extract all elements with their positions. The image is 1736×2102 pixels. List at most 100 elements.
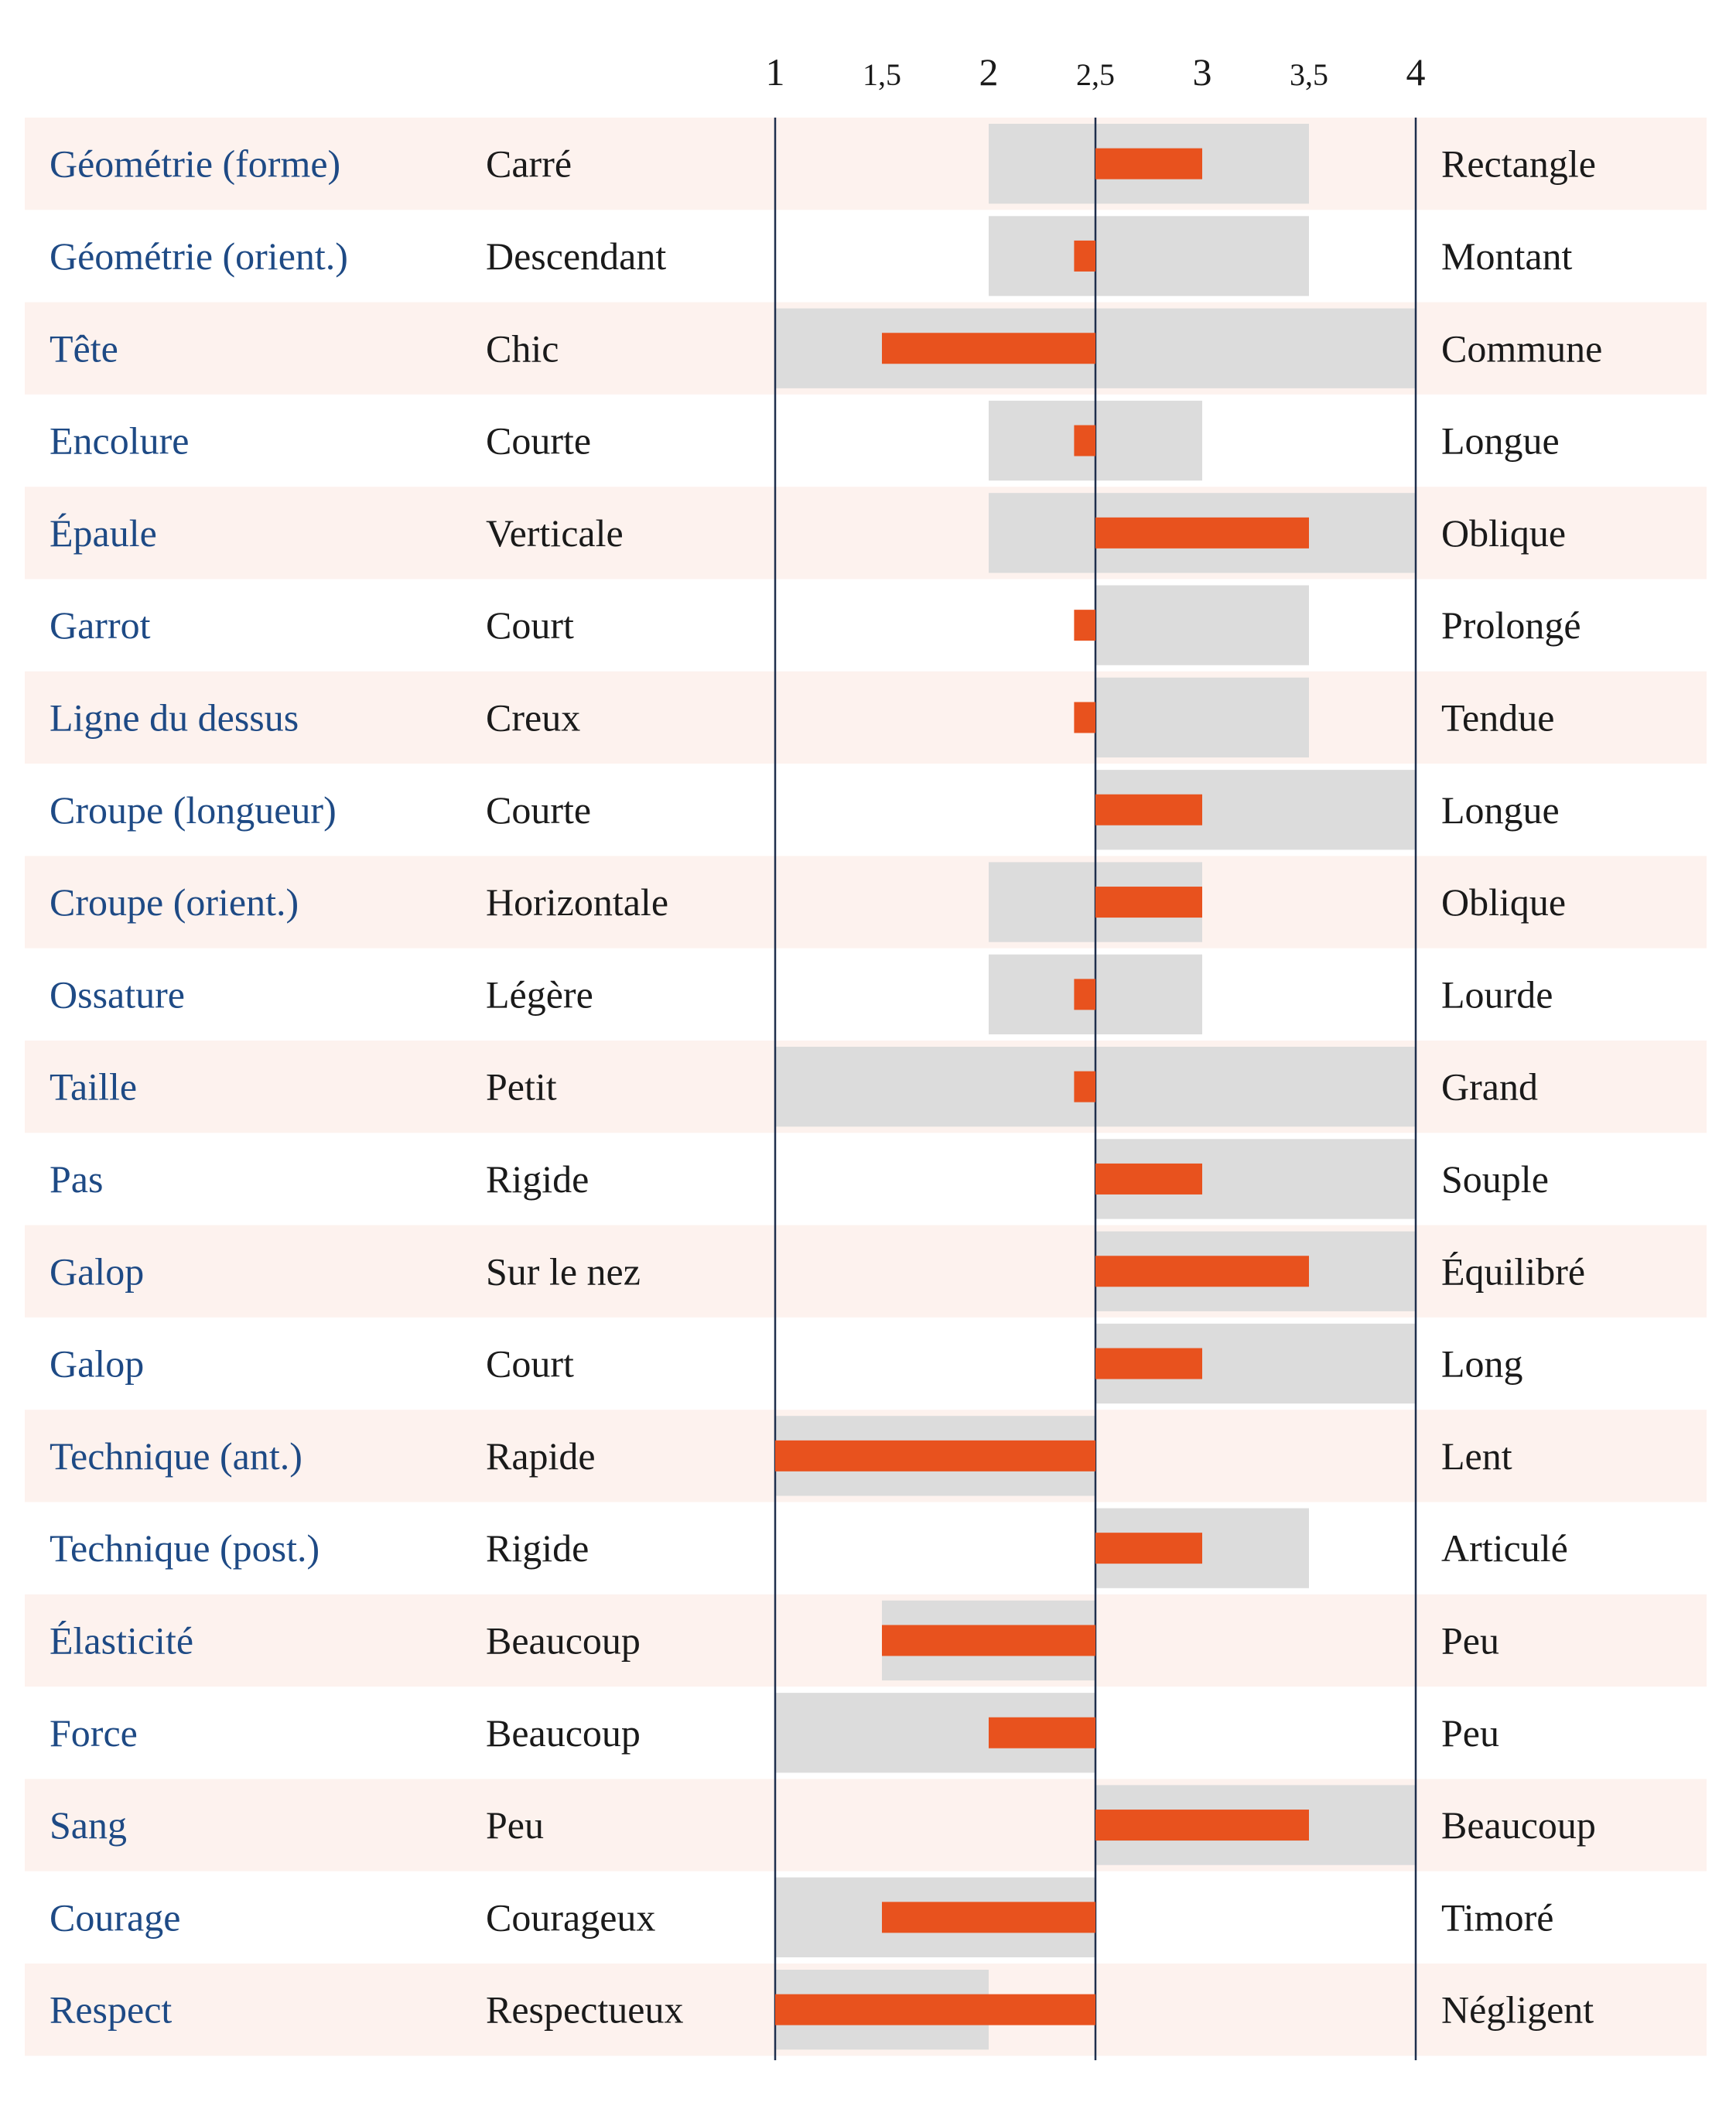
low-pole-label: Respectueux [486,1988,683,2032]
value-bar [1074,702,1095,733]
trait-label: Ligne du dessus [50,696,299,739]
value-bar [1074,240,1095,272]
low-pole-label: Creux [486,696,580,739]
low-pole-label: Rapide [486,1434,596,1478]
trait-label: Géométrie (orient.) [50,234,348,278]
value-bar [882,1625,1095,1656]
high-pole-label: Peu [1441,1711,1499,1755]
x-tick-label: 1 [766,50,785,94]
high-pole-label: Souple [1441,1157,1549,1201]
row-stripe [25,856,1707,948]
trait-label: Galop [50,1249,144,1293]
value-bar [882,1902,1095,1933]
high-pole-label: Négligent [1441,1988,1594,2032]
row-stripe [25,1594,1707,1687]
high-pole-label: Grand [1441,1065,1538,1109]
low-pole-label: Légère [486,972,593,1016]
low-pole-label: Verticale [486,511,624,555]
trait-label: Galop [50,1342,144,1386]
value-bar [1095,887,1202,918]
high-pole-label: Timoré [1441,1895,1553,1939]
value-bar [1095,1163,1202,1195]
low-pole-label: Beaucoup [486,1711,641,1755]
range-band [1095,677,1309,758]
trait-label: Encolure [50,419,189,463]
low-pole-label: Chic [486,326,559,370]
value-bar [1074,979,1095,1010]
row-stripe [25,118,1707,210]
x-tick-label: 3,5 [1290,57,1328,92]
high-pole-label: Rectangle [1441,142,1596,186]
high-pole-label: Lent [1441,1434,1512,1478]
low-pole-label: Rigide [486,1526,589,1570]
trait-label: Technique (post.) [50,1526,320,1570]
trait-label: Respect [50,1988,172,2032]
value-bar [989,1717,1095,1748]
low-pole-label: Carré [486,142,572,186]
value-bar [1095,1348,1202,1379]
value-bar [775,1994,1095,2025]
trait-label: Technique (ant.) [50,1434,302,1478]
low-pole-label: Court [486,1342,574,1386]
trait-label: Ossature [50,972,185,1016]
low-pole-label: Court [486,603,574,647]
x-tick-label: 3 [1193,50,1212,94]
trait-label: Croupe (orient.) [50,880,299,924]
high-pole-label: Lourde [1441,972,1553,1016]
row-stripe [25,1225,1707,1318]
row-stripe [25,487,1707,579]
range-band [989,216,1309,296]
value-bar [775,1440,1095,1471]
high-pole-label: Peu [1441,1618,1499,1662]
value-bar [882,333,1095,364]
value-bar [1074,1071,1095,1102]
low-pole-label: Horizontale [486,880,668,924]
value-bar [1074,610,1095,641]
value-bar [1095,1256,1309,1287]
high-pole-label: Longue [1441,419,1560,463]
high-pole-label: Équilibré [1441,1249,1585,1293]
trait-label: Géométrie (forme) [50,142,340,186]
value-bar [1095,1810,1309,1841]
trait-label: Épaule [50,511,157,555]
trait-label: Courage [50,1895,180,1939]
range-band [1095,585,1309,665]
trait-label: Sang [50,1803,127,1847]
low-pole-label: Peu [486,1803,544,1847]
high-pole-label: Long [1441,1342,1523,1386]
high-pole-label: Montant [1441,234,1573,278]
low-pole-label: Sur le nez [486,1249,641,1293]
high-pole-label: Prolongé [1441,603,1581,647]
high-pole-label: Oblique [1441,511,1566,555]
low-pole-label: Courte [486,419,591,463]
row-stripe [25,671,1707,764]
x-tick-label: 1,5 [863,57,901,92]
low-pole-label: Courte [486,788,591,832]
value-bar [1095,1533,1202,1564]
row-stripe [25,1779,1707,1871]
x-tick-label: 4 [1406,50,1426,94]
low-pole-label: Descendant [486,234,666,278]
high-pole-label: Longue [1441,788,1560,832]
trait-label: Pas [50,1157,103,1201]
high-pole-label: Commune [1441,326,1602,370]
value-bar [1095,517,1309,549]
value-bar [1074,425,1095,456]
trait-label: Croupe (longueur) [50,788,337,832]
x-tick-label: 2,5 [1076,57,1115,92]
value-bar [1095,148,1202,179]
high-pole-label: Articulé [1441,1526,1568,1570]
high-pole-label: Tendue [1441,696,1554,739]
value-bar [1095,794,1202,825]
x-tick-label: 2 [979,50,999,94]
trait-label: Taille [50,1065,137,1109]
low-pole-label: Courageux [486,1895,655,1939]
trait-label: Garrot [50,603,151,647]
low-pole-label: Petit [486,1065,557,1109]
high-pole-label: Oblique [1441,880,1566,924]
trait-label: Tête [50,326,118,370]
trait-label: Élasticité [50,1618,193,1662]
high-pole-label: Beaucoup [1441,1803,1596,1847]
